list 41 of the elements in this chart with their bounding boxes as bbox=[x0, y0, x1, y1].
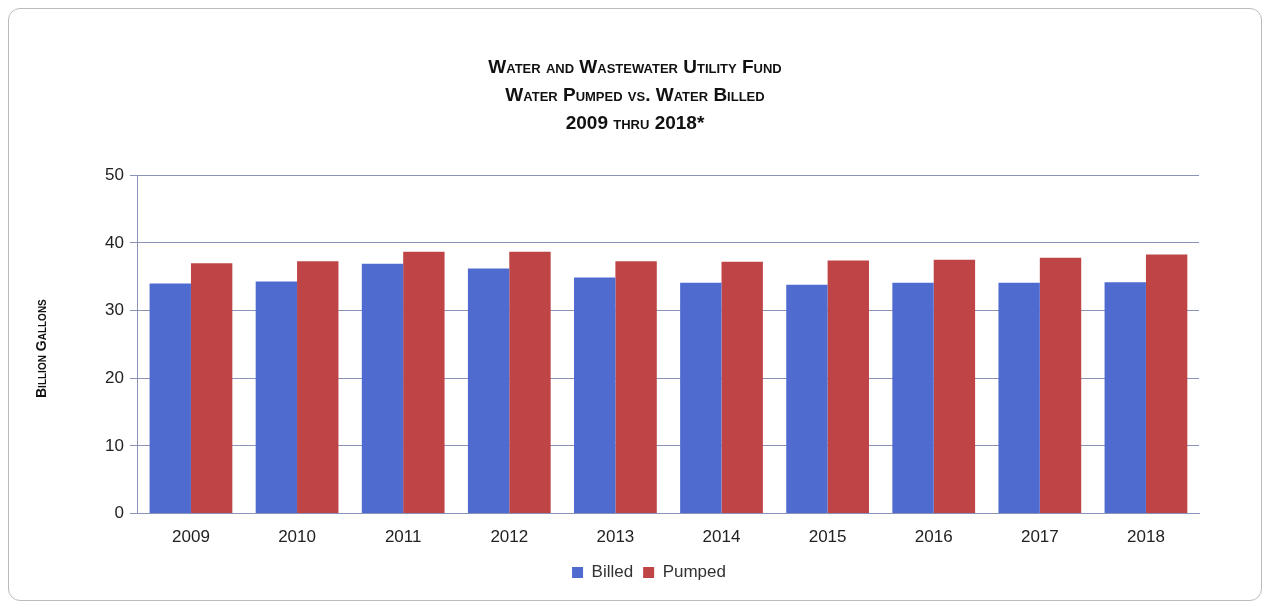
x-tick-label: 2017 bbox=[1020, 527, 1059, 547]
bar bbox=[1145, 254, 1188, 514]
bar bbox=[615, 261, 657, 514]
bar bbox=[574, 277, 616, 514]
bar bbox=[1104, 282, 1146, 514]
bar bbox=[297, 261, 339, 514]
bar bbox=[892, 282, 934, 514]
bar bbox=[827, 260, 869, 514]
bar bbox=[361, 263, 404, 514]
x-tick-label: 2018 bbox=[1127, 527, 1165, 547]
bar bbox=[1039, 257, 1082, 514]
legend-label: Billed bbox=[591, 562, 634, 582]
bar bbox=[149, 283, 191, 514]
chart-title: Water and Wastewater Utility Fund bbox=[487, 55, 783, 79]
legend-label: Pumped bbox=[662, 562, 726, 582]
y-tick-label: 30 bbox=[104, 300, 124, 320]
x-tick-label: 2015 bbox=[808, 527, 847, 547]
x-tick-label: 2013 bbox=[596, 527, 635, 547]
y-tick-label: 40 bbox=[104, 232, 124, 252]
bar bbox=[680, 282, 722, 514]
bar bbox=[255, 281, 298, 514]
x-tick-label: 2014 bbox=[702, 527, 741, 547]
y-tick-label: 0 bbox=[114, 503, 124, 523]
y-tick-label: 50 bbox=[104, 164, 124, 184]
bar bbox=[403, 251, 445, 514]
x-tick-label: 2012 bbox=[490, 527, 529, 547]
y-tick-label: 10 bbox=[104, 435, 124, 455]
bar bbox=[998, 282, 1040, 514]
bar bbox=[721, 261, 763, 514]
x-tick-label: 2011 bbox=[384, 527, 422, 547]
y-tick-label: 20 bbox=[104, 367, 124, 387]
chart-subtitle: Water Pumped vs. Water Billed 2009 thru 2018* bbox=[504, 83, 766, 135]
bar bbox=[786, 284, 828, 514]
x-tick-label: 2016 bbox=[914, 527, 953, 547]
bar bbox=[933, 259, 976, 514]
x-tick-label: 2010 bbox=[278, 527, 316, 547]
bar bbox=[509, 251, 551, 514]
bar bbox=[467, 268, 510, 514]
y-axis-title: Billion Gallons bbox=[33, 298, 49, 401]
x-tick-label: 2009 bbox=[172, 527, 210, 547]
bar bbox=[190, 263, 233, 514]
